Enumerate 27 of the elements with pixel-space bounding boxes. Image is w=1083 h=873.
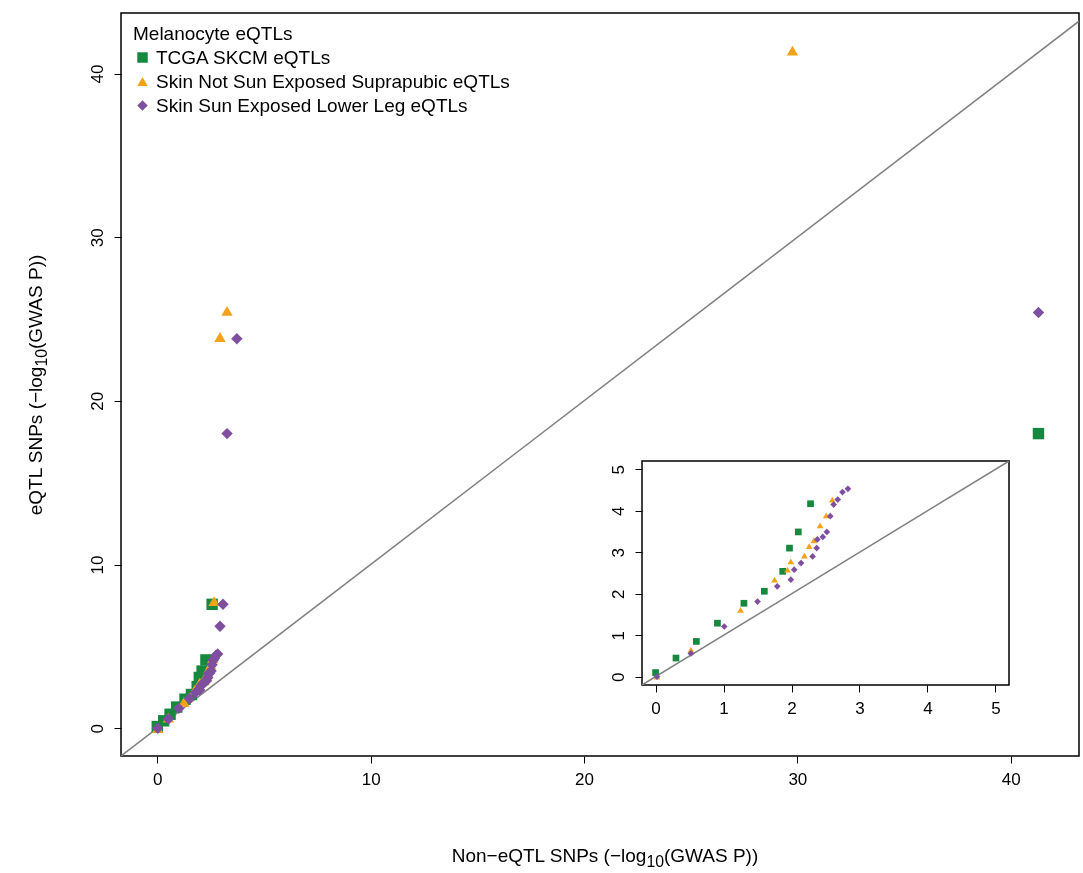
- y-tick-label: 10: [87, 555, 107, 575]
- x-axis-title: Non−eQTL SNPs (−log$_{10}$(GWAS P)): [451, 845, 759, 871]
- y-tick-label: 0: [87, 723, 107, 734]
- y-tick-label: 3: [608, 548, 628, 558]
- y-tick-label: 0: [608, 672, 628, 682]
- legend-title: Melanocyte eQTLs: [133, 23, 293, 44]
- y-tick-label: 1: [608, 630, 628, 641]
- x-tick-label: 30: [788, 769, 808, 789]
- y-tick-label: 4: [608, 506, 628, 517]
- legend-label: Skin Not Sun Exposed Suprapubic eQTLs: [156, 70, 510, 92]
- x-tick-label: 40: [1001, 769, 1021, 789]
- y-tick-label: 40: [87, 64, 107, 84]
- y-tick-label: 5: [608, 465, 628, 475]
- x-tick-label: 0: [153, 769, 163, 789]
- legend-label: Skin Sun Exposed Lower Leg eQTLs: [156, 94, 468, 116]
- x-tick-label: 5: [991, 698, 1001, 718]
- x-tick-label: 4: [923, 698, 933, 718]
- x-tick-label: 0: [651, 698, 661, 718]
- x-tick-label: 2: [787, 698, 797, 718]
- y-tick-label: 2: [608, 589, 628, 599]
- x-tick-label: 1: [719, 698, 729, 718]
- x-tick-label: 10: [361, 769, 381, 789]
- y-tick-label: 20: [87, 391, 107, 411]
- legend-label: TCGA SKCM eQTLs: [156, 46, 331, 68]
- x-tick-label: 20: [575, 769, 594, 789]
- y-tick-label: 30: [87, 228, 107, 248]
- x-tick-label: 3: [855, 698, 865, 718]
